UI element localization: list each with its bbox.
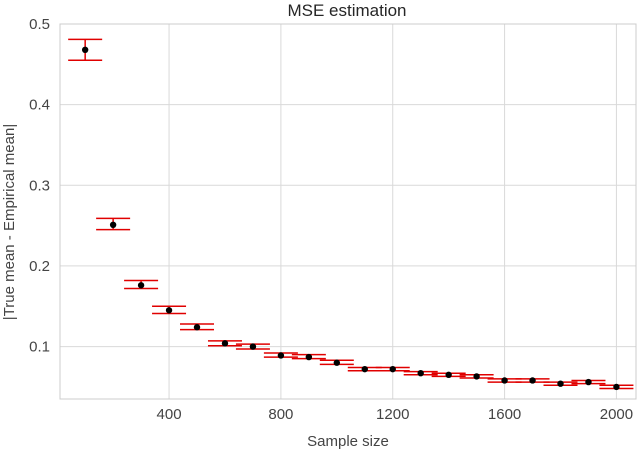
data-point bbox=[96, 217, 131, 231]
data-point bbox=[124, 279, 159, 290]
chart-title: MSE estimation bbox=[287, 1, 406, 20]
mean-marker bbox=[193, 324, 201, 331]
tick-labels: 400 800 1200 1600 2000 0.1 0.2 0.3 0.4 0.5 bbox=[29, 16, 633, 423]
mean-marker bbox=[417, 369, 424, 377]
data-point bbox=[319, 359, 354, 366]
data-point bbox=[68, 38, 103, 62]
y-tick-label: 0.5 bbox=[29, 16, 50, 33]
data-point bbox=[571, 378, 606, 386]
data-points bbox=[68, 38, 634, 391]
mean-marker bbox=[501, 377, 508, 384]
mean-marker bbox=[137, 282, 145, 289]
x-axis-label: Sample size bbox=[307, 433, 389, 450]
x-tick-label: 800 bbox=[268, 406, 293, 423]
mean-marker bbox=[473, 373, 480, 380]
mean-marker bbox=[249, 343, 257, 350]
y-tick-label: 0.3 bbox=[29, 177, 50, 194]
mean-marker bbox=[529, 377, 536, 384]
mean-marker bbox=[165, 307, 173, 314]
data-point bbox=[180, 323, 215, 331]
data-point bbox=[599, 383, 634, 391]
data-point bbox=[431, 371, 466, 379]
mean-marker bbox=[333, 359, 341, 366]
plot-frame bbox=[59, 23, 637, 400]
mean-marker bbox=[389, 365, 396, 373]
data-point bbox=[543, 380, 578, 387]
mean-marker bbox=[81, 46, 89, 54]
data-point bbox=[152, 305, 187, 315]
mean-marker bbox=[613, 383, 620, 391]
mean-marker bbox=[585, 378, 592, 386]
mean-marker bbox=[221, 340, 229, 347]
mean-marker bbox=[445, 371, 452, 379]
x-tick-label: 1200 bbox=[376, 406, 409, 423]
x-tick-label: 400 bbox=[157, 406, 182, 423]
mean-marker bbox=[557, 380, 564, 387]
data-point bbox=[263, 352, 298, 359]
x-tick-label: 1600 bbox=[488, 406, 521, 423]
data-point bbox=[403, 369, 438, 377]
y-tick-label: 0.2 bbox=[29, 258, 50, 275]
mean-marker bbox=[277, 352, 285, 359]
data-point bbox=[207, 340, 242, 347]
mean-marker bbox=[109, 221, 117, 229]
y-tick-label: 0.4 bbox=[29, 97, 50, 114]
grid-lines bbox=[60, 23, 636, 399]
data-point bbox=[291, 353, 326, 361]
x-tick-label: 2000 bbox=[600, 406, 633, 423]
y-axis-label: |True mean - Empirical mean| bbox=[1, 124, 18, 320]
mean-marker bbox=[305, 353, 313, 361]
mean-marker bbox=[361, 365, 368, 373]
data-point bbox=[235, 343, 270, 350]
y-tick-label: 0.1 bbox=[29, 339, 50, 356]
data-point bbox=[375, 365, 410, 373]
data-point bbox=[459, 373, 494, 380]
